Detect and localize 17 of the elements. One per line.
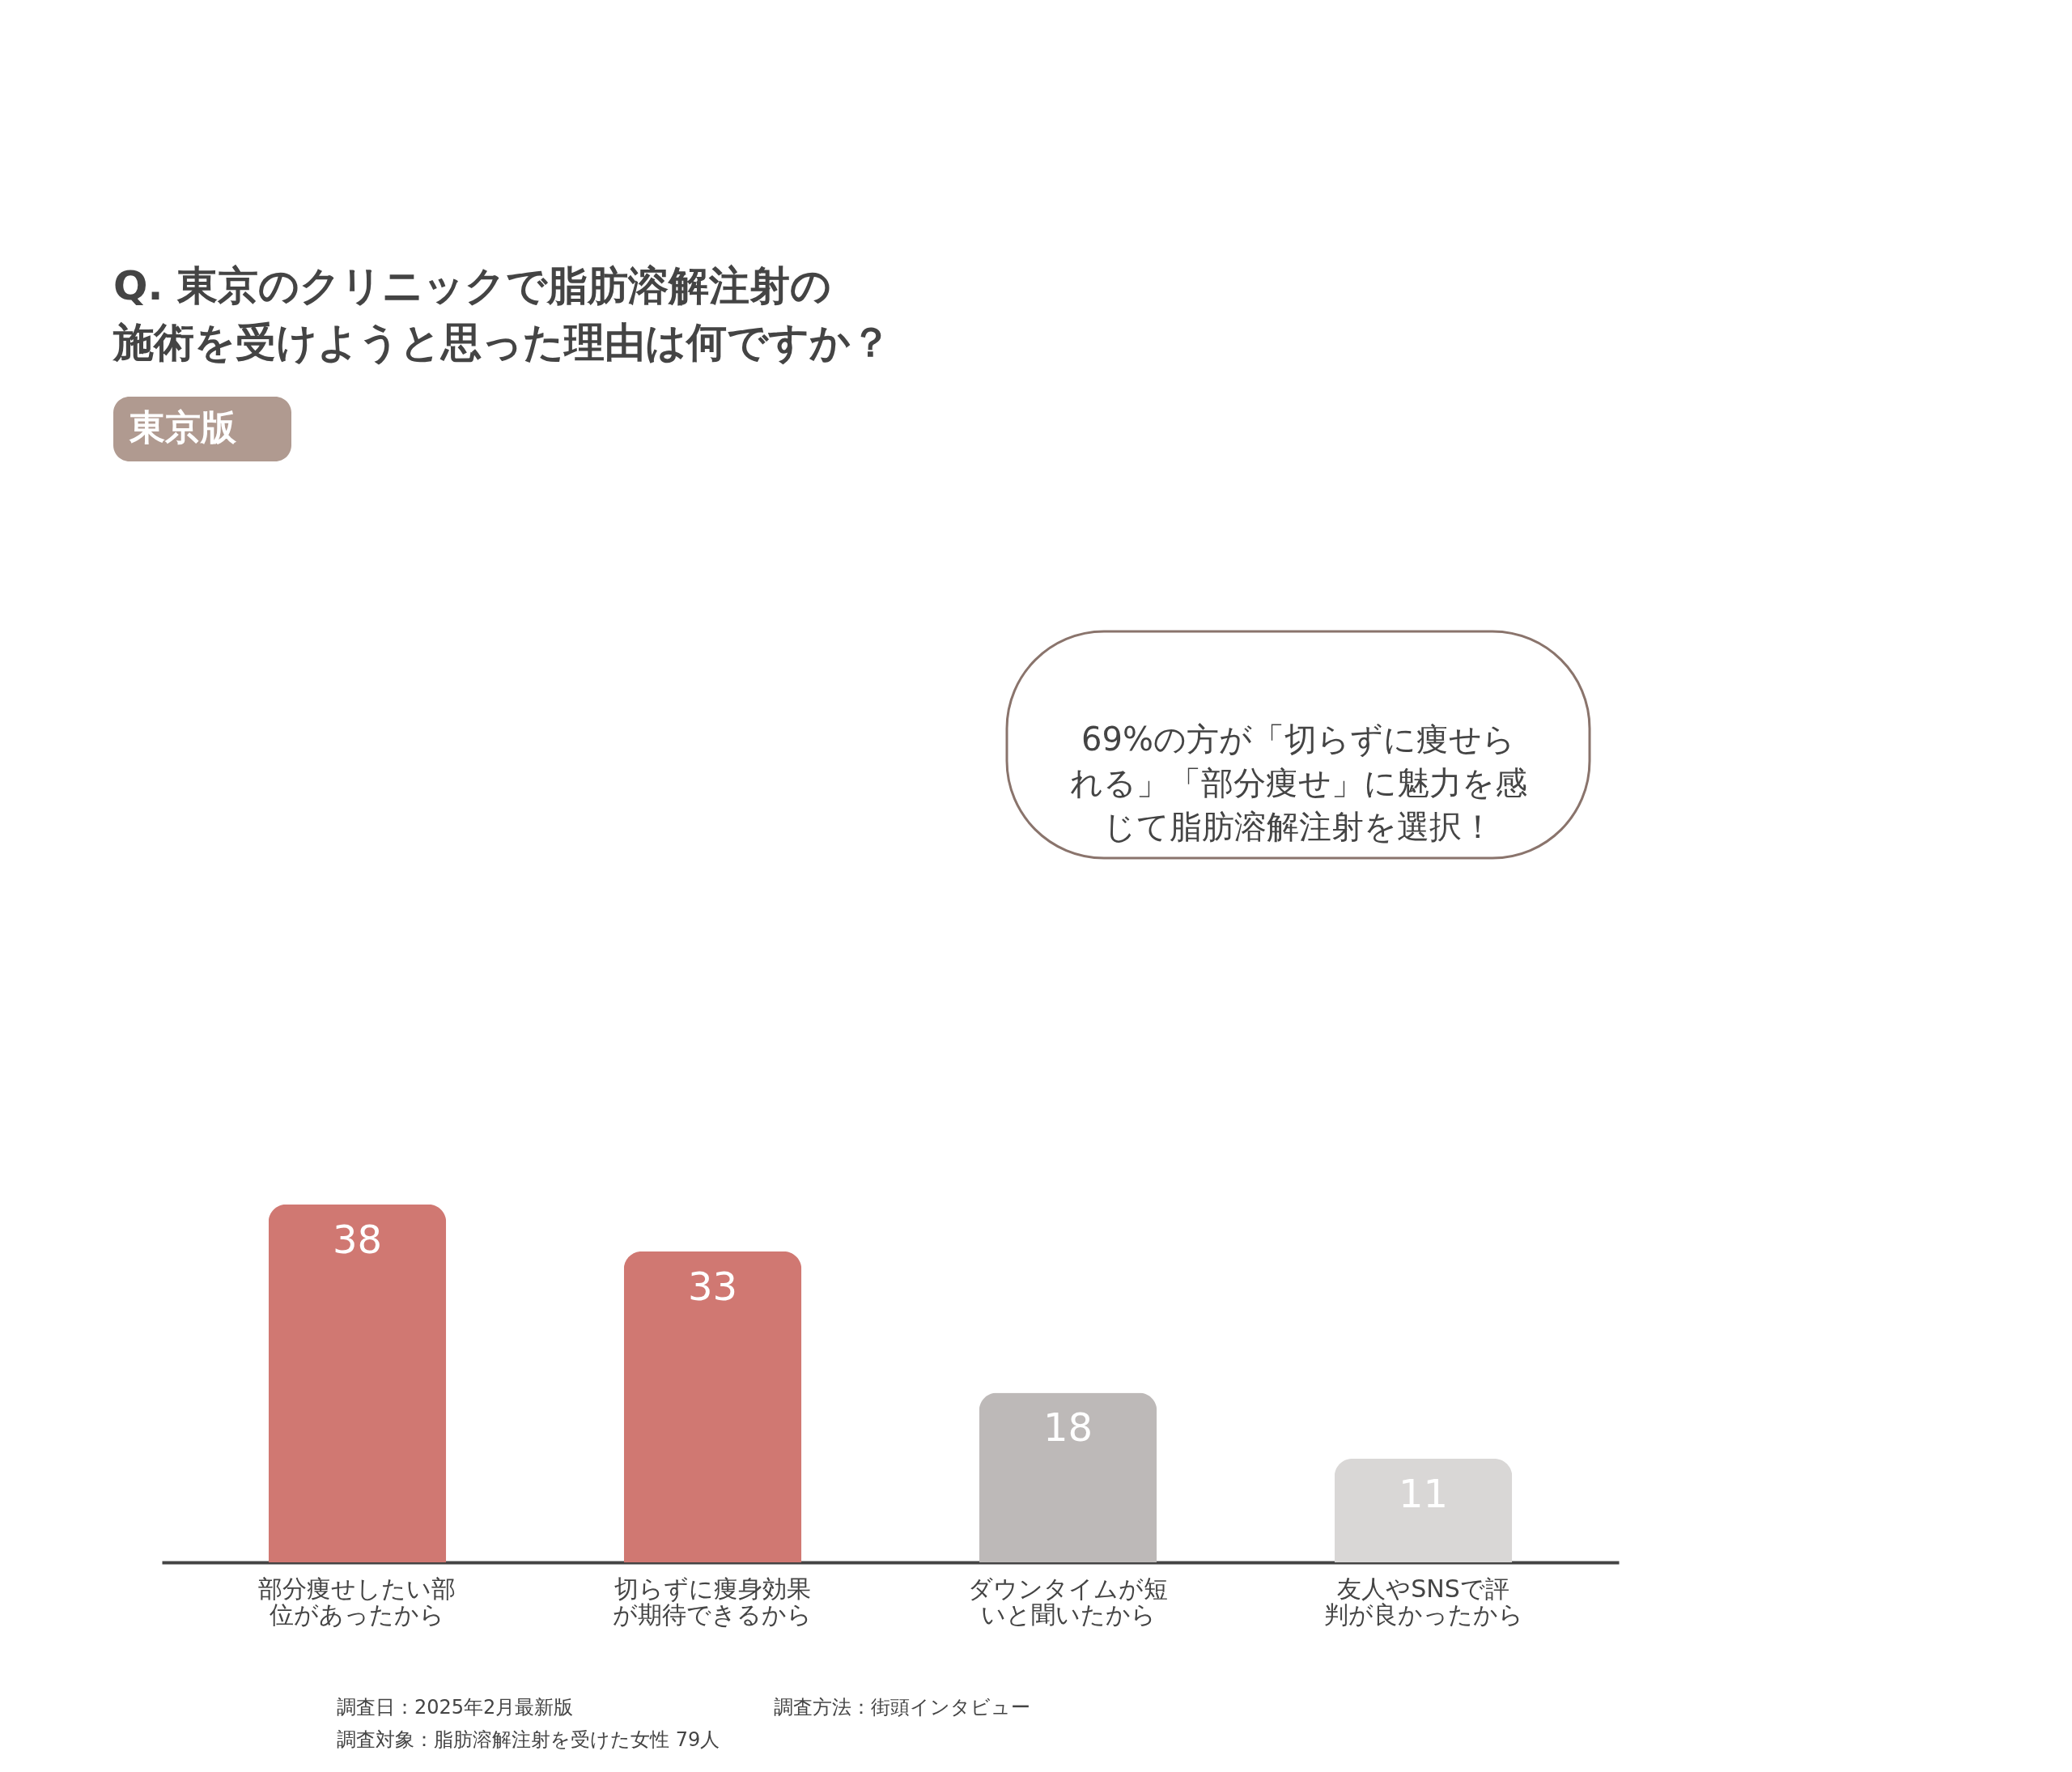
x-tick-label: 友人やSNSで評判が良かったから — [1323, 1574, 1523, 1629]
data-label: 33 — [687, 1263, 738, 1309]
bar — [623, 1251, 802, 1562]
bar — [268, 1204, 447, 1562]
data-label: 38 — [332, 1216, 382, 1262]
text: 調査日：2025年2月最新版 — [337, 1696, 574, 1719]
bar — [979, 1392, 1157, 1562]
chart-title: Q. 東京のクリニックで脂肪溶解注射の施術を受けようと思った理由は何ですか？ — [112, 262, 891, 366]
data-label: 18 — [1042, 1404, 1093, 1451]
x-tick-label: 切らずに痩身効果が期待できるから — [613, 1574, 813, 1629]
text: 調査方法：街頭インタビュー — [774, 1696, 1030, 1719]
text: 69%の方が「切らずに痩せられる」「部分痩せ」に魅力を感じて脂肪溶解注射を選択！ — [1069, 720, 1527, 845]
text: 調査対象：脂肪溶解注射を受けた女性 79人 — [337, 1728, 720, 1751]
x-tick-label: ダウンタイムが短いと聞いたから — [968, 1574, 1169, 1629]
text: 東京版 — [129, 406, 237, 448]
x-tick-label: 部分痩せしたい部位があったから — [258, 1574, 456, 1629]
bar — [1334, 1458, 1513, 1562]
